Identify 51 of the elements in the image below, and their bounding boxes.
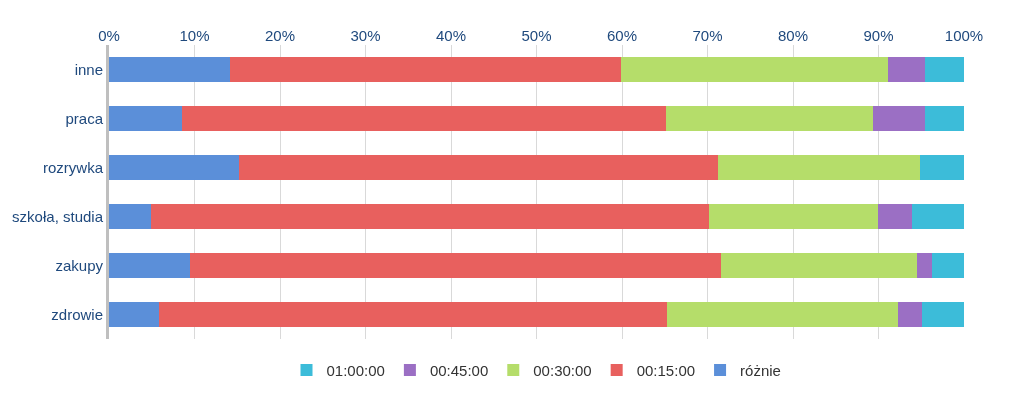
x-tick-label: 20%	[264, 27, 296, 44]
bar	[109, 253, 191, 278]
y-tick-label: rozrywka	[42, 158, 104, 176]
bar	[621, 57, 888, 82]
legend-label: 00:30:00	[533, 361, 592, 379]
bar	[667, 302, 899, 327]
y-tick-label: praca	[65, 109, 104, 127]
y-tick-label: zakupy	[55, 256, 104, 274]
x-tick-label: 90%	[863, 27, 894, 44]
x-tick-label: 10%	[179, 27, 210, 44]
bar	[717, 155, 921, 180]
bar	[109, 106, 182, 131]
bar	[911, 204, 964, 229]
legend-label: 00:15:00	[636, 361, 696, 379]
x-tick-label: 70%	[692, 27, 723, 44]
x-tick-label: 30%	[350, 27, 381, 44]
bar	[916, 253, 932, 278]
legend-label: 00:45:00	[429, 361, 489, 379]
bar	[721, 253, 917, 278]
bar	[238, 155, 718, 180]
x-tick-label: 0%	[98, 27, 120, 44]
bar	[924, 57, 964, 82]
bar	[931, 253, 964, 278]
bar	[109, 204, 151, 229]
bar	[922, 302, 964, 327]
bar	[109, 155, 239, 180]
legend-label: różnie	[740, 361, 781, 379]
bar	[898, 302, 923, 327]
x-tick-label: 80%	[777, 27, 809, 44]
bar	[709, 204, 878, 229]
bar	[229, 57, 622, 82]
bar	[109, 302, 160, 327]
bar	[150, 204, 710, 229]
bar	[190, 253, 722, 278]
bar	[873, 106, 925, 131]
x-tick-label: 60%	[606, 27, 638, 44]
bar	[920, 155, 964, 180]
bar	[109, 57, 230, 82]
x-tick-label: 100%	[944, 27, 984, 44]
bar	[877, 204, 912, 229]
y-tick-label: zdrowie	[51, 305, 103, 323]
y-tick-label: inne	[74, 60, 103, 78]
legend-label: 01:00:00	[326, 361, 385, 379]
bar	[887, 57, 925, 82]
bar	[159, 302, 668, 327]
bar	[924, 106, 964, 131]
y-tick-label: szkoła, studia	[12, 207, 104, 225]
x-tick-label: 50%	[521, 27, 552, 44]
bar	[666, 106, 874, 131]
bar	[181, 106, 667, 131]
x-tick-label: 40%	[435, 27, 467, 44]
